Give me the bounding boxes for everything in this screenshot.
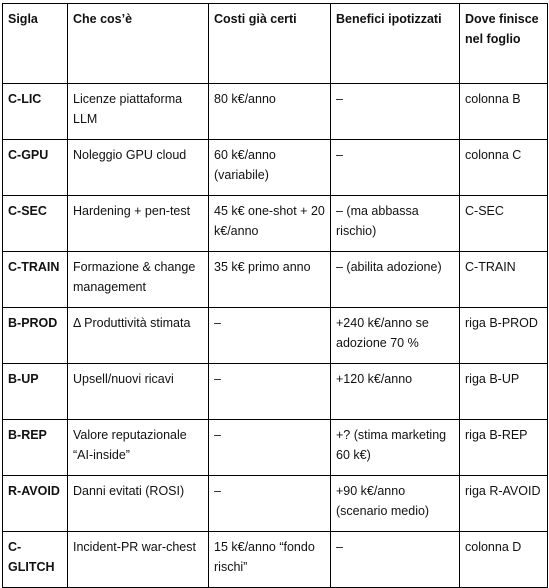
table-row: C-SEC Hardening + pen-test 45 k€ one-sho… [2, 195, 548, 252]
table-row: C-GPU Noleggio GPU cloud 60 k€/anno (var… [2, 139, 548, 196]
cell-sigla: C-SEC [2, 195, 68, 252]
table-header-row: Sigla Che cos’è Costi già certi Benefici… [2, 3, 548, 84]
header-costi-gia-certi: Costi già certi [208, 3, 331, 84]
header-sigla: Sigla [2, 3, 68, 84]
cell-benefici: – [330, 531, 460, 588]
cell-dove: riga B-UP [459, 363, 548, 420]
cell-benefici: – [330, 139, 460, 196]
cell-costi: 45 k€ one-shot + 20 k€/anno [208, 195, 331, 252]
cell-benefici: – (abilita adozione) [330, 251, 460, 308]
cell-benefici: +120 k€/anno [330, 363, 460, 420]
cell-costi: – [208, 419, 331, 476]
cell-costi: 15 k€/anno “fondo rischi” [208, 531, 331, 588]
cell-dove: riga B-PROD [459, 307, 548, 364]
cell-sigla: C-LIC [2, 83, 68, 140]
cell-costi: 80 k€/anno [208, 83, 331, 140]
cell-dove: colonna B [459, 83, 548, 140]
table-row: C-TRAIN Formazione & change management 3… [2, 251, 548, 308]
cell-benefici: – (ma abbassa rischio) [330, 195, 460, 252]
header-che-cose: Che cos’è [67, 3, 209, 84]
cost-benefit-table: Sigla Che cos’è Costi già certi Benefici… [2, 3, 548, 588]
cost-benefit-table-container: Sigla Che cos’è Costi già certi Benefici… [2, 3, 548, 588]
cell-descrizione: Danni evitati (ROSI) [67, 475, 209, 532]
cell-costi: – [208, 307, 331, 364]
cell-dove: riga B-REP [459, 419, 548, 476]
cell-sigla: B-REP [2, 419, 68, 476]
cell-descrizione: Valore reputazionale “AI-inside” [67, 419, 209, 476]
cell-sigla: C-GLITCH [2, 531, 68, 588]
table-row: B-UP Upsell/nuovi ricavi – +120 k€/anno … [2, 363, 548, 420]
table-row: B-REP Valore reputazionale “AI-inside” –… [2, 419, 548, 476]
cell-sigla: B-UP [2, 363, 68, 420]
cell-descrizione: Hardening + pen-test [67, 195, 209, 252]
cell-sigla: B-PROD [2, 307, 68, 364]
cell-descrizione: Noleggio GPU cloud [67, 139, 209, 196]
table-row: C-GLITCH Incident-PR war-chest 15 k€/ann… [2, 531, 548, 588]
cell-benefici: +240 k€/anno se adozione 70 % [330, 307, 460, 364]
cell-descrizione: Δ Produttività stimata [67, 307, 209, 364]
cell-dove: riga R-AVOID [459, 475, 548, 532]
header-benefici-ipotizzati: Benefici ipotizzati [330, 3, 460, 84]
table-row: C-LIC Licenze piattaforma LLM 80 k€/anno… [2, 83, 548, 140]
cell-benefici: +90 k€/anno (scenario medio) [330, 475, 460, 532]
cell-sigla: C-TRAIN [2, 251, 68, 308]
cell-benefici: – [330, 83, 460, 140]
cell-costi: – [208, 363, 331, 420]
cell-dove: C-SEC [459, 195, 548, 252]
cell-dove: colonna C [459, 139, 548, 196]
cell-descrizione: Formazione & change management [67, 251, 209, 308]
cell-descrizione: Incident-PR war-chest [67, 531, 209, 588]
cell-dove: C-TRAIN [459, 251, 548, 308]
cell-costi: – [208, 475, 331, 532]
header-dove-finisce: Dove finisce nel foglio [459, 3, 548, 84]
cell-descrizione: Licenze piattaforma LLM [67, 83, 209, 140]
cell-costi: 35 k€ primo anno [208, 251, 331, 308]
cell-costi: 60 k€/anno (variabile) [208, 139, 331, 196]
cell-sigla: R-AVOID [2, 475, 68, 532]
cell-benefici: +? (stima marketing 60 k€) [330, 419, 460, 476]
table-row: B-PROD Δ Produttività stimata – +240 k€/… [2, 307, 548, 364]
table-row: R-AVOID Danni evitati (ROSI) – +90 k€/an… [2, 475, 548, 532]
cell-descrizione: Upsell/nuovi ricavi [67, 363, 209, 420]
cell-sigla: C-GPU [2, 139, 68, 196]
cell-dove: colonna D [459, 531, 548, 588]
